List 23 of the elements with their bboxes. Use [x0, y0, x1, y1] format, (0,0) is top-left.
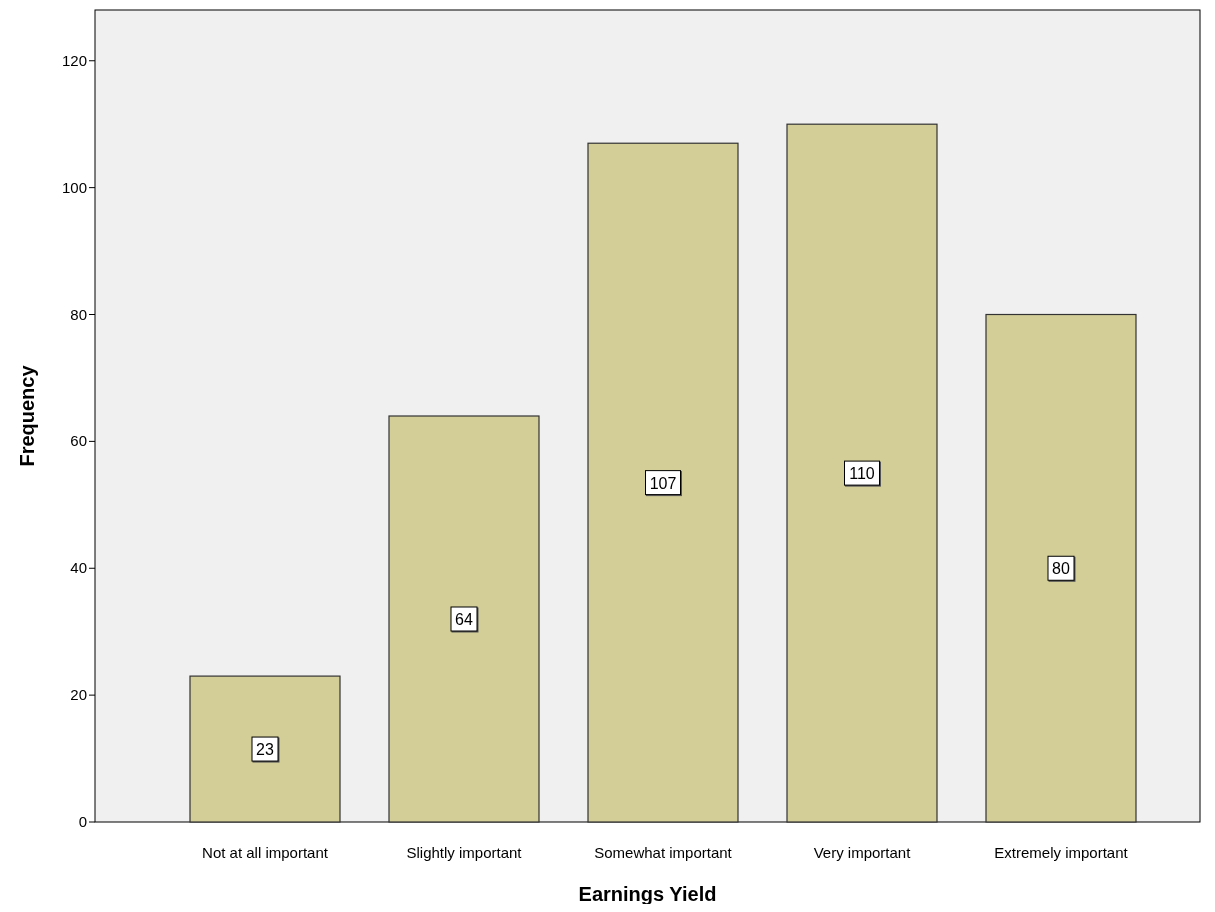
y-tick-label: 40	[70, 559, 87, 577]
data-label: 110	[849, 465, 875, 483]
y-tick-label: 120	[61, 51, 87, 69]
x-tick-label: Very important	[813, 844, 912, 861]
data-label: 80	[1052, 560, 1070, 578]
y-tick-label: 80	[70, 305, 87, 323]
y-axis-title: Frequency	[16, 364, 38, 467]
x-tick-label: Somewhat important	[594, 844, 733, 861]
y-tick-label: 100	[61, 178, 87, 196]
bar	[985, 313, 1137, 823]
bar	[786, 123, 938, 823]
bar	[388, 415, 540, 823]
x-tick-label: Not at all important	[202, 844, 329, 861]
data-label: 23	[256, 741, 274, 759]
data-label: 107	[649, 474, 677, 492]
bar	[587, 142, 739, 823]
bar	[189, 675, 341, 823]
y-tick-label: 60	[70, 432, 87, 450]
x-tick-label: Extremely important	[994, 844, 1129, 861]
y-tick-label: 0	[78, 813, 87, 830]
data-label: 64	[455, 611, 473, 628]
y-tick-label: 20	[70, 686, 87, 704]
x-tick-label: Slightly important	[406, 844, 523, 861]
